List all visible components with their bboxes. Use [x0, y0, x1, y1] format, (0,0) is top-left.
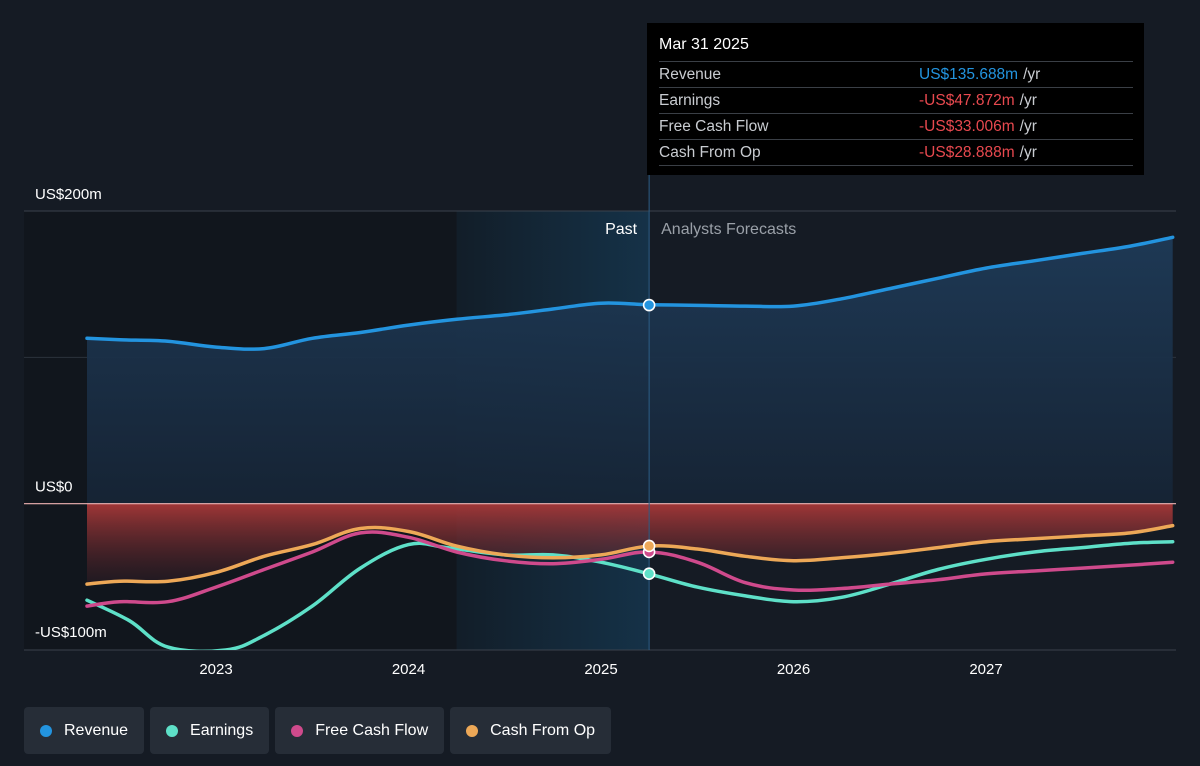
y-label-zero: US$0	[35, 479, 73, 496]
legend-label: Free Cash Flow	[315, 721, 429, 739]
tooltip-row-value: US$135.688m	[919, 66, 1019, 83]
forecast-label: Analysts Forecasts	[661, 221, 796, 238]
x-tick-label: 2023	[199, 661, 232, 678]
x-tick-label: 2026	[777, 661, 810, 678]
x-tick-label: 2024	[392, 661, 425, 678]
legend-label: Earnings	[190, 721, 254, 739]
tooltip-row-name: Revenue	[659, 66, 722, 83]
legend-item-revenue[interactable]: Revenue	[24, 707, 145, 754]
free-cash-flow-line	[85, 530, 1175, 608]
legend-label: Cash From Op	[490, 721, 596, 739]
tooltip-row-unit: /yr	[1019, 144, 1037, 161]
tooltip-row-cash-from-op: Cash From Op -US$28.888m /yr	[659, 140, 1133, 166]
revenue-area	[87, 237, 1173, 504]
legend: Revenue Earnings Free Cash Flow Cash Fro…	[24, 707, 612, 754]
legend-item-earnings[interactable]: Earnings	[150, 707, 270, 754]
tooltip-row-unit: /yr	[1019, 118, 1037, 135]
earnings-line	[85, 539, 1175, 650]
legend-label: Revenue	[64, 721, 129, 739]
earnings-marker	[642, 567, 656, 581]
tooltip-panel: Mar 31 2025 Revenue US$135.688m /yr Earn…	[647, 23, 1144, 175]
tooltip-row-name: Free Cash Flow	[659, 118, 769, 135]
tooltip-row-name: Cash From Op	[659, 144, 761, 161]
legend-item-free-cash-flow[interactable]: Free Cash Flow	[275, 707, 445, 754]
y-label-bottom: -US$100m	[35, 624, 107, 641]
legend-item-cash-from-op[interactable]: Cash From Op	[450, 707, 612, 754]
cash-from-op-marker	[642, 539, 656, 553]
tooltip-row-name: Earnings	[659, 92, 721, 109]
revenue-marker	[642, 298, 656, 312]
tooltip-row-value: -US$47.872m	[919, 92, 1015, 109]
revenue-line	[85, 235, 1175, 351]
tooltip-row-value: -US$33.006m	[919, 118, 1015, 135]
negative-area	[87, 503, 1173, 585]
past-label: Past	[605, 221, 638, 238]
tooltip-row-unit: /yr	[1023, 66, 1041, 83]
cash-from-op-line	[85, 523, 1175, 586]
present-markers	[642, 298, 656, 581]
x-axis-ticks: 2023 2024 2025 2026 2027	[199, 661, 1002, 678]
x-tick-label: 2025	[584, 661, 617, 678]
tooltip-date: Mar 31 2025	[659, 35, 1133, 62]
cash-from-op-dot-icon	[466, 724, 479, 737]
free-cash-flow-dot-icon	[291, 724, 304, 737]
earnings-dot-icon	[166, 724, 179, 737]
tooltip-row-value: -US$28.888m	[919, 144, 1015, 161]
tooltip-row-earnings: Earnings -US$47.872m /yr	[659, 88, 1133, 114]
tooltip-row-unit: /yr	[1019, 92, 1037, 109]
revenue-dot-icon	[40, 724, 52, 737]
x-tick-label: 2027	[969, 661, 1002, 678]
tooltip-row-free-cash-flow: Free Cash Flow -US$33.006m /yr	[659, 114, 1133, 140]
tooltip-row-revenue: Revenue US$135.688m /yr	[659, 62, 1133, 88]
y-label-top: US$200m	[35, 186, 102, 203]
